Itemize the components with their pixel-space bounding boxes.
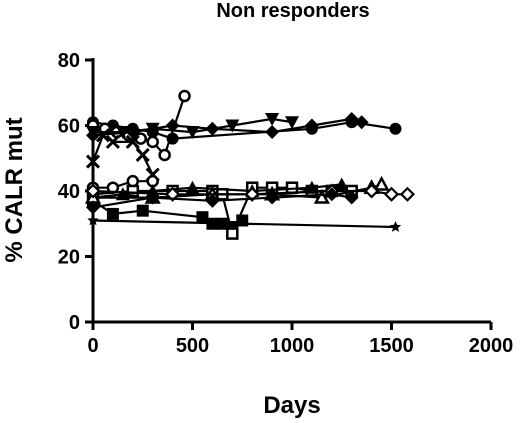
y-tick-label: 60 (58, 116, 80, 138)
data-point (178, 89, 191, 103)
data-point (165, 118, 180, 133)
series-line (93, 180, 153, 189)
data-point (304, 180, 319, 194)
data-point (389, 221, 402, 232)
data-point (373, 175, 390, 191)
data-point (85, 154, 101, 169)
y-tick-label: 20 (58, 247, 80, 269)
chart-title: Non responders (216, 0, 369, 22)
data-point (125, 125, 140, 140)
data-point (145, 190, 160, 205)
data-point (158, 148, 171, 162)
data-point (196, 211, 209, 224)
y-axis-label: % CALR mut (1, 117, 28, 262)
data-point (334, 177, 349, 191)
series-4 (86, 111, 369, 143)
data-point (125, 134, 140, 149)
y-tick-label: 0 (69, 312, 80, 334)
data-point (95, 128, 111, 143)
data-point (146, 135, 159, 149)
series-layer (84, 89, 415, 240)
x-tick-label: 1500 (369, 335, 414, 357)
data-point (87, 214, 99, 226)
data-point (244, 186, 260, 202)
data-point (265, 125, 280, 140)
series-line (92, 117, 363, 137)
data-point (205, 193, 220, 208)
data-point (185, 180, 200, 194)
series-11 (85, 183, 415, 202)
x-tick-label: 2000 (469, 335, 514, 357)
data-point (389, 122, 402, 135)
data-point (86, 200, 100, 215)
x-tick-label: 500 (176, 335, 209, 357)
data-point (126, 184, 140, 198)
data-point (304, 118, 319, 133)
x-axis-label: Days (263, 392, 320, 419)
y-tick-label: 80 (58, 50, 80, 72)
data-point (205, 121, 220, 136)
data-point (354, 115, 369, 130)
axes: 0 20 40 60 80 0 500 1000 1500 2000 (58, 50, 514, 357)
data-point (313, 188, 330, 204)
data-point (265, 190, 280, 205)
series-13 (87, 214, 402, 232)
data-point (165, 186, 181, 202)
data-point (344, 190, 359, 205)
data-point (105, 134, 120, 149)
x-tick-label: 1000 (270, 335, 315, 357)
data-point (106, 207, 119, 220)
data-point (285, 116, 299, 130)
data-point (225, 119, 240, 133)
data-point (324, 187, 339, 202)
data-point (383, 186, 400, 202)
data-point (364, 183, 380, 199)
data-point (135, 147, 150, 163)
series-12 (86, 187, 359, 215)
data-point (185, 126, 200, 140)
data-point (226, 227, 239, 240)
data-point (86, 128, 100, 143)
y-tick-label: 40 (58, 181, 80, 203)
data-point (136, 204, 149, 217)
data-point (85, 183, 101, 199)
data-point (126, 174, 140, 188)
series-line (92, 219, 396, 229)
x-tick-label: 0 (87, 335, 98, 357)
data-point (265, 112, 280, 126)
series-5 (85, 128, 160, 182)
data-point (399, 186, 415, 202)
